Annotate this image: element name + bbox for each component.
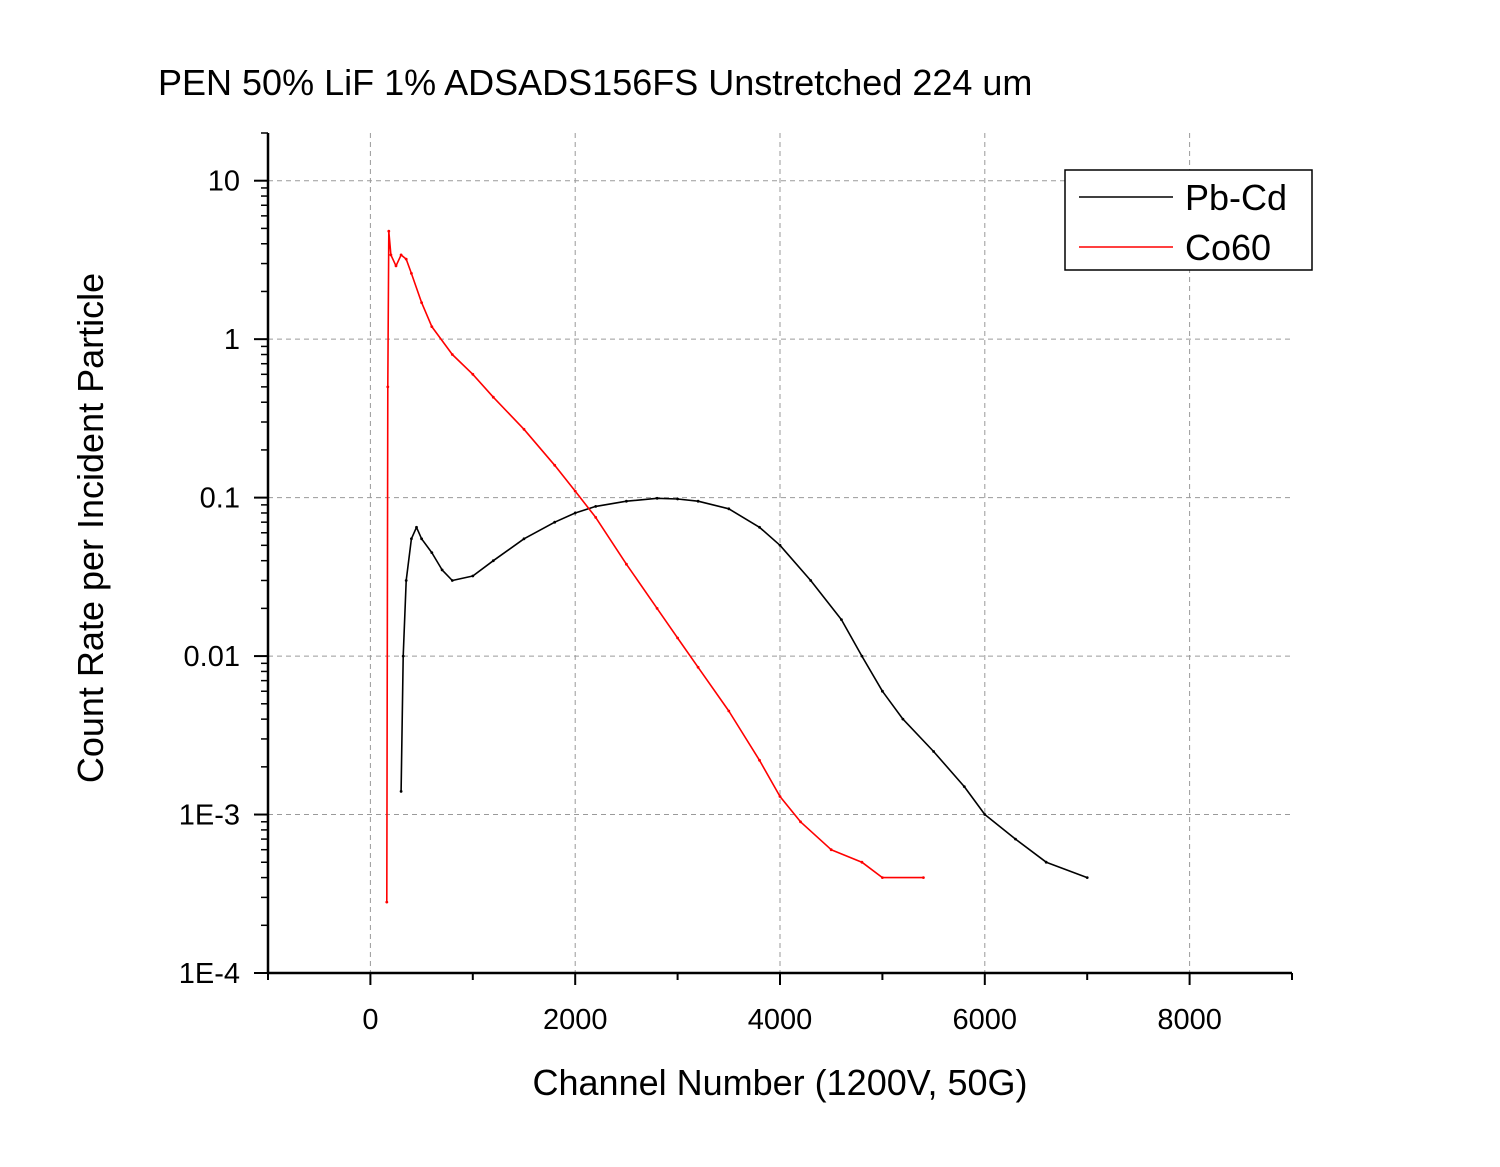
data-point: [430, 325, 434, 328]
data-point: [399, 253, 403, 257]
data-point: [1085, 876, 1089, 879]
data-point: [404, 257, 408, 261]
data-point: [491, 395, 495, 399]
data-point: [696, 665, 700, 669]
data-point: [758, 758, 761, 762]
series-co60: [385, 229, 925, 904]
data-point: [471, 574, 475, 578]
series-line: [385, 230, 924, 903]
data-point: [983, 813, 987, 816]
data-point: [553, 463, 557, 467]
data-point: [655, 607, 659, 610]
data-point: [1014, 837, 1017, 841]
data-point: [594, 505, 598, 508]
data-point: [625, 562, 628, 566]
data-point: [727, 507, 731, 511]
data-point: [922, 876, 925, 879]
data-point: [573, 489, 577, 493]
data-point: [696, 499, 700, 503]
series-layer: [385, 229, 1089, 904]
data-point: [471, 372, 475, 376]
data-point: [415, 525, 418, 529]
data-point: [522, 427, 526, 431]
legend-label: Co60: [1185, 227, 1271, 268]
data-point: [860, 860, 864, 864]
data-point: [901, 717, 905, 721]
data-point: [655, 496, 659, 500]
data-point: [440, 568, 444, 572]
data-point: [676, 497, 679, 501]
data-point: [881, 876, 884, 879]
y-tick-label: 1E-4: [179, 958, 240, 990]
data-point: [522, 537, 526, 541]
data-point: [420, 537, 423, 541]
y-tick-label: 1E-3: [179, 800, 240, 832]
data-point: [386, 385, 390, 389]
legend: Pb-Cd Co60: [1064, 169, 1313, 271]
grid-lines: [268, 133, 1292, 973]
data-point: [840, 618, 843, 621]
y-tick-label: 0.01: [184, 641, 240, 673]
data-point: [829, 848, 833, 852]
data-point: [450, 579, 454, 582]
x-tick-label: 8000: [1157, 1004, 1222, 1036]
ticks: 0 2000 4000 6000 8000 1E-4 1E-3 0.01 0.1 1 10: [179, 132, 1293, 1036]
data-point: [553, 520, 557, 524]
data-point: [420, 301, 423, 304]
x-tick-label: 4000: [748, 1004, 813, 1036]
data-point: [860, 654, 864, 658]
data-point: [799, 820, 802, 824]
data-point: [410, 272, 413, 275]
legend-label: Pb-Cd: [1185, 177, 1287, 218]
data-point: [1044, 860, 1048, 864]
data-point: [881, 689, 884, 693]
data-point: [385, 900, 389, 904]
legend-box: [1064, 169, 1313, 271]
data-point: [932, 750, 935, 753]
data-point: [387, 229, 391, 233]
data-point: [625, 499, 628, 503]
y-tick-label: 0.1: [200, 483, 240, 515]
y-tick-label: 10: [208, 166, 240, 198]
data-point: [778, 795, 782, 798]
x-tick-label: 6000: [953, 1004, 1018, 1036]
data-point: [491, 559, 495, 563]
x-axis-label: Channel Number (1200V, 50G): [533, 1062, 1028, 1103]
data-point: [758, 525, 761, 529]
data-point: [389, 253, 393, 257]
data-point: [399, 790, 403, 793]
series-line: [400, 497, 1088, 879]
data-point: [450, 353, 454, 356]
data-point: [676, 636, 679, 640]
y-axis-label: Count Rate per Incident Particle: [70, 273, 111, 783]
data-point: [404, 579, 408, 582]
chart-title: PEN 50% LiF 1% ADSADS156FS Unstretched 2…: [158, 62, 1032, 103]
data-point: [394, 264, 398, 268]
data-point: [401, 654, 405, 658]
data-point: [727, 709, 731, 713]
x-tick-label: 2000: [543, 1004, 608, 1036]
data-point: [430, 551, 434, 554]
y-tick-label: 1: [224, 324, 240, 356]
data-point: [809, 579, 813, 582]
data-point: [778, 543, 782, 547]
data-point: [410, 537, 413, 541]
data-point: [962, 785, 966, 788]
series-pb-cd: [399, 496, 1089, 879]
data-point: [594, 516, 598, 519]
data-point: [573, 511, 577, 515]
x-tick-label: 0: [362, 1004, 378, 1036]
